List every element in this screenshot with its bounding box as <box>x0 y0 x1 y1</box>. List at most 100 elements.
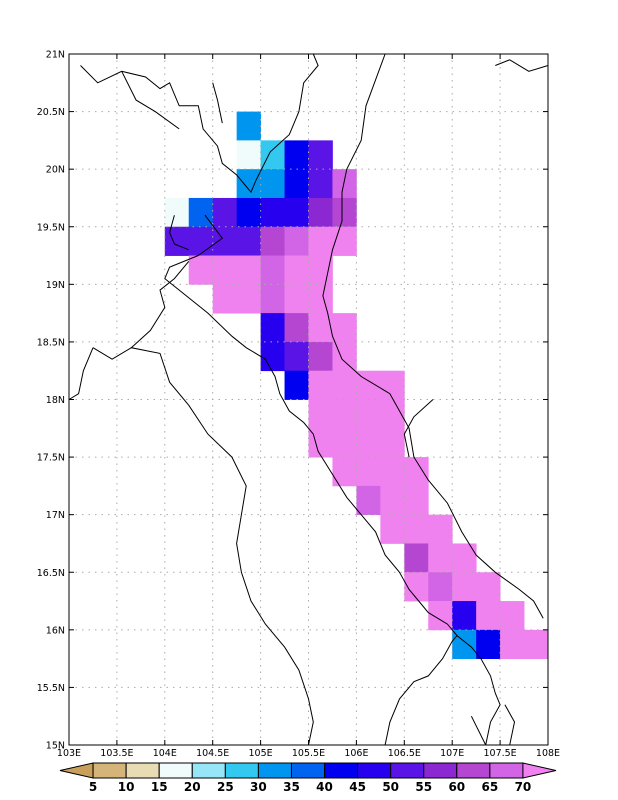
grid-cell <box>332 399 357 429</box>
grid-cell <box>308 255 333 285</box>
coastline-segment <box>80 53 319 194</box>
colorbar-high-triangle <box>522 762 557 779</box>
grid-cell <box>356 485 381 516</box>
grid-cell <box>404 514 429 544</box>
grid-cell <box>236 255 261 285</box>
grid-cell <box>164 197 190 228</box>
grid-cell <box>428 514 453 544</box>
colorbar-label: 60 <box>448 780 465 794</box>
grid-cell <box>236 111 261 141</box>
grid-cell <box>524 629 549 660</box>
grid-cell <box>380 370 405 400</box>
grid-cell <box>260 341 285 372</box>
colorbar-label: 70 <box>515 780 532 794</box>
border-segment <box>169 215 189 251</box>
grid-cell <box>188 226 214 256</box>
colorbar-label: 25 <box>217 780 234 794</box>
colorbar-label: 40 <box>316 780 333 794</box>
grid-cell <box>356 399 381 429</box>
grid-cell <box>404 485 429 516</box>
coastline-segment <box>495 59 549 72</box>
colorbar-box <box>224 762 259 779</box>
grid-cell <box>260 255 285 285</box>
border-segment <box>212 82 223 124</box>
colorbar-box <box>456 762 491 779</box>
colorbar-box <box>390 762 425 779</box>
x-tick-label: 106.5E <box>388 748 421 759</box>
border-segment <box>470 715 487 746</box>
grid-cell <box>332 370 357 400</box>
colorbar-box <box>191 762 226 779</box>
grid-cell <box>332 169 357 199</box>
colorbar-label: 55 <box>415 780 432 794</box>
grid-cell <box>260 313 285 343</box>
colorbar-box <box>423 762 458 779</box>
colorbar-box <box>324 762 359 779</box>
grid-cell <box>476 601 501 631</box>
y-tick-label: 18.5N <box>37 337 65 348</box>
colorbar-box <box>158 762 193 779</box>
grid-cell <box>476 572 501 602</box>
grid-cell <box>452 572 477 602</box>
border-segment <box>121 71 180 130</box>
y-tick-label: 18N <box>46 395 65 406</box>
colorbar-box <box>489 762 524 779</box>
y-tick-label: 15.5N <box>37 683 65 694</box>
grid-cell <box>284 341 309 372</box>
colorbar-label: 30 <box>250 780 267 794</box>
x-tick-label: 104E <box>153 748 177 759</box>
colorbar-box <box>125 762 160 779</box>
coastline-segment <box>403 399 434 458</box>
grid-cell <box>332 428 357 458</box>
colorbar-label: 10 <box>118 780 135 794</box>
grid-cell <box>308 370 333 400</box>
grid-cell <box>260 197 285 228</box>
grid-cell <box>284 370 309 400</box>
y-tick-label: 16.5N <box>37 568 65 579</box>
grid-cell <box>188 255 214 285</box>
x-tick-label: 107E <box>440 748 464 759</box>
grid-cell <box>332 226 357 256</box>
grid-cell <box>236 226 261 256</box>
map-gridlines <box>69 54 548 745</box>
grid-cell <box>236 169 261 199</box>
grid-cell <box>308 169 333 199</box>
y-tick-label: 20.5N <box>37 107 65 118</box>
border-segment <box>68 347 94 400</box>
grid-cell <box>236 197 261 228</box>
y-axis-ticks: 15N 15.5N 16N 16.5N 17N 17.5N 18N 18.5N 19N 19.5N… <box>37 50 548 752</box>
country-borders <box>68 71 516 746</box>
x-tick-label: 108E <box>536 748 560 759</box>
x-tick-label: 105.5E <box>292 748 325 759</box>
grid-cell <box>188 197 214 228</box>
border-segment <box>384 635 458 746</box>
y-tick-label: 17N <box>46 510 65 521</box>
grid-cell <box>284 255 309 285</box>
grid-cell <box>404 572 429 602</box>
grid-cell <box>212 284 238 314</box>
grid-cell <box>428 572 453 602</box>
x-tick-label: 103.5E <box>100 748 133 759</box>
grid-cell <box>212 197 238 228</box>
grid-cell <box>308 399 333 429</box>
y-tick-label: 20N <box>46 165 65 176</box>
colorbar-label: 5 <box>89 780 97 794</box>
border-segment <box>130 260 190 349</box>
grid-cell <box>404 543 429 573</box>
grid-cell <box>332 197 357 228</box>
grid-cell <box>308 226 333 256</box>
x-tick-label: 107.5E <box>483 748 516 759</box>
grid-cell <box>260 284 285 314</box>
grid-cell <box>380 457 405 487</box>
grid-cell <box>332 457 357 487</box>
border-segment <box>164 214 501 746</box>
border-segment <box>92 347 314 746</box>
grid-cell <box>284 226 309 256</box>
grid-cell <box>380 514 405 544</box>
grid-cell <box>380 485 405 516</box>
colorbar-label: 45 <box>349 780 366 794</box>
colorbar-label: 50 <box>382 780 399 794</box>
x-tick-label: 104.5E <box>196 748 229 759</box>
grid-cell <box>308 313 333 343</box>
colorbar-box <box>257 762 292 779</box>
